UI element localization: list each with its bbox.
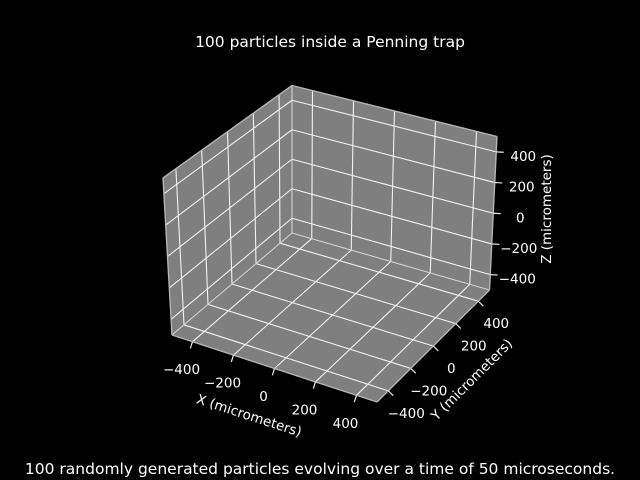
right-pane-gridline-z <box>291 99 497 153</box>
y-tick-mark <box>455 323 462 329</box>
y-tick-mark <box>477 300 484 307</box>
x-tick-label: 0 <box>259 389 268 405</box>
y-tick-label: 400 <box>483 316 509 332</box>
z-tick-label: 400 <box>510 149 536 165</box>
x-tick-label: 400 <box>333 416 359 432</box>
axes-outline-edge <box>162 177 173 336</box>
floor-pane-gridline-y <box>255 263 456 325</box>
floor-pane <box>172 233 490 402</box>
x-tick-mark <box>230 354 235 363</box>
right-pane-gridline-z <box>291 217 491 276</box>
x-tick-label: −200 <box>204 376 241 392</box>
z-tick-label: 200 <box>509 180 535 196</box>
plot-title: 100 particles inside a Penning trap <box>195 33 465 51</box>
floor-pane-gridline-y <box>279 242 479 302</box>
right-pane-gridline-z <box>291 188 492 245</box>
y-tick-label: −400 <box>388 406 425 422</box>
y-tick-mark <box>387 390 394 397</box>
y-tick-mark <box>432 345 439 352</box>
z-axis-label: Z (micrometers) <box>539 154 555 264</box>
left-pane-gridline-z <box>163 99 293 195</box>
z-tick-label: −400 <box>499 272 536 288</box>
figure-caption: 100 randomly generated particles evolvin… <box>24 460 616 478</box>
y-tick-label: −200 <box>410 383 447 399</box>
axes-outline-edge <box>291 84 498 138</box>
pane-junction-edge <box>291 232 490 291</box>
x-tick-mark <box>271 368 276 376</box>
axes-outline-edge <box>162 84 293 179</box>
right-pane-gridline-z <box>291 129 495 184</box>
floor-pane-gridline-y <box>231 283 434 347</box>
y-tick-label: 0 <box>447 361 456 377</box>
x-tick-label: −400 <box>163 362 200 378</box>
left-pane-gridline-z <box>170 217 293 320</box>
floor-pane-gridline-y <box>183 324 389 392</box>
x-tick-mark <box>312 381 317 389</box>
x-tick-mark <box>353 395 358 403</box>
pane-junction-edge <box>171 232 293 336</box>
y-tick-label: 200 <box>461 339 487 355</box>
z-tick-label: −200 <box>500 241 537 257</box>
left-pane-gridline-z <box>165 129 293 226</box>
right-pane <box>292 85 497 290</box>
x-tick-mark <box>189 341 194 349</box>
y-tick-mark <box>410 367 417 374</box>
floor-pane-gridline-y <box>207 303 411 369</box>
left-pane-gridline-z <box>168 188 293 289</box>
right-pane-gridline-z <box>291 158 494 214</box>
left-pane-gridline-z <box>167 158 293 257</box>
z-tick-label: 0 <box>516 210 525 226</box>
x-tick-label: 200 <box>292 402 318 418</box>
